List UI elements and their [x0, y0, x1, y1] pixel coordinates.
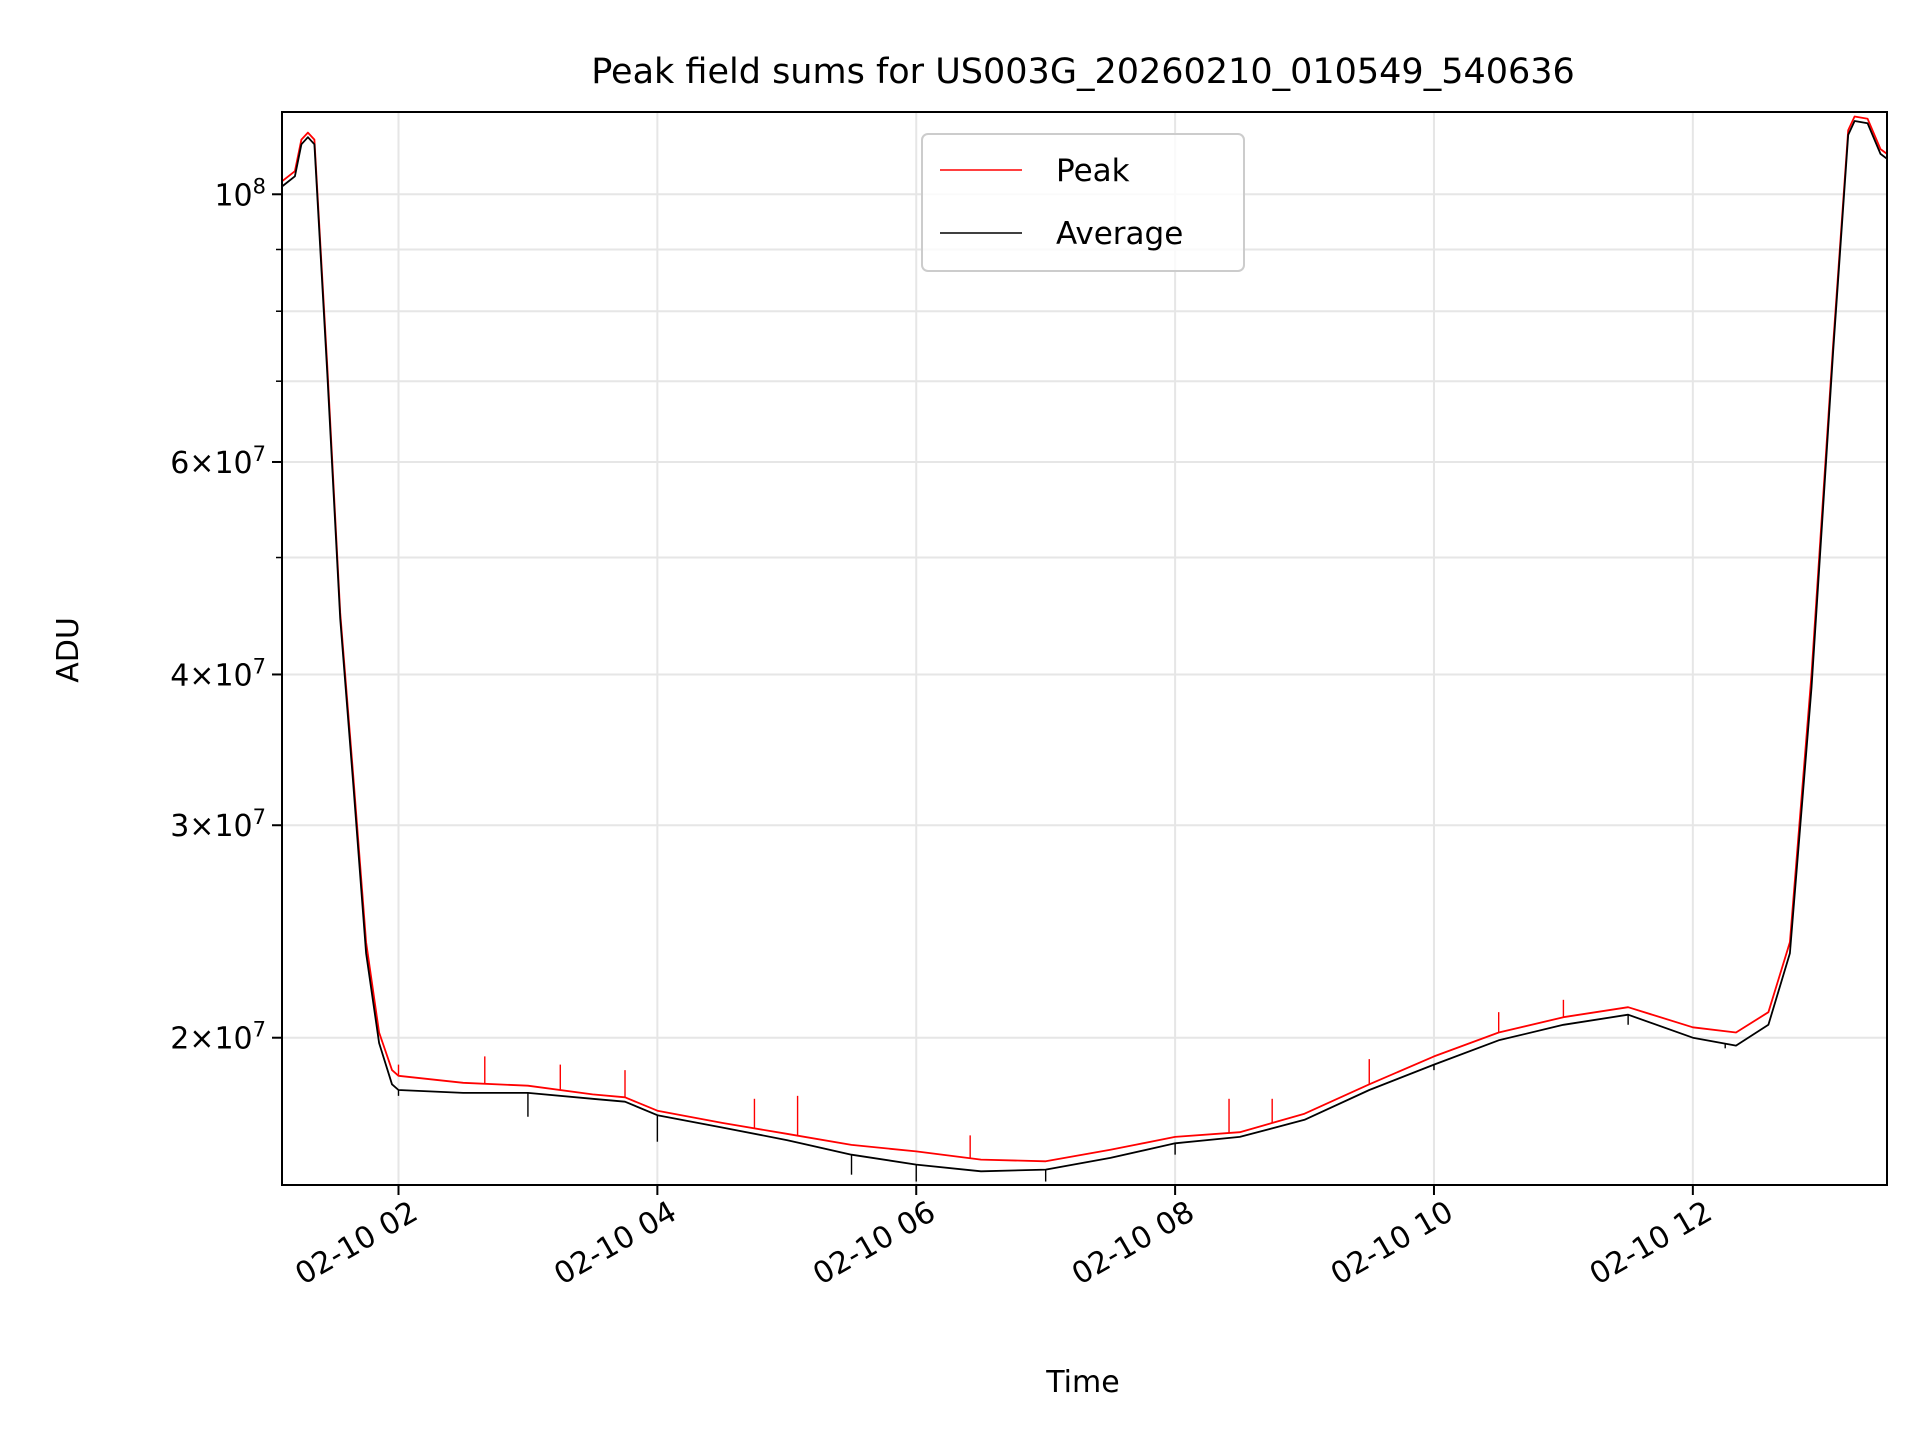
y-tick-label: 4×107 [170, 654, 266, 693]
chart-title: Peak field sums for US003G_20260210_0105… [591, 52, 1575, 92]
average-series-line [281, 120, 1888, 1173]
legend-box [921, 133, 1245, 272]
x-axis-label: Time [1045, 1365, 1119, 1400]
y-tick-label: 6×107 [170, 442, 266, 481]
legend: Peak Average [921, 133, 1245, 272]
y-tick-label: 108 [214, 174, 266, 213]
y-axis-label: ADU [51, 617, 86, 683]
plot-area [281, 115, 1888, 1182]
y-axis: 2×107 3×107 4×107 6×107 108 [170, 174, 282, 1057]
y-tick-label: 3×107 [170, 805, 266, 844]
y-tick-label: 2×107 [170, 1018, 266, 1057]
legend-label-average: Average [1056, 216, 1183, 252]
plot-frame [281, 111, 1888, 1186]
legend-label-peak: Peak [1056, 153, 1130, 189]
